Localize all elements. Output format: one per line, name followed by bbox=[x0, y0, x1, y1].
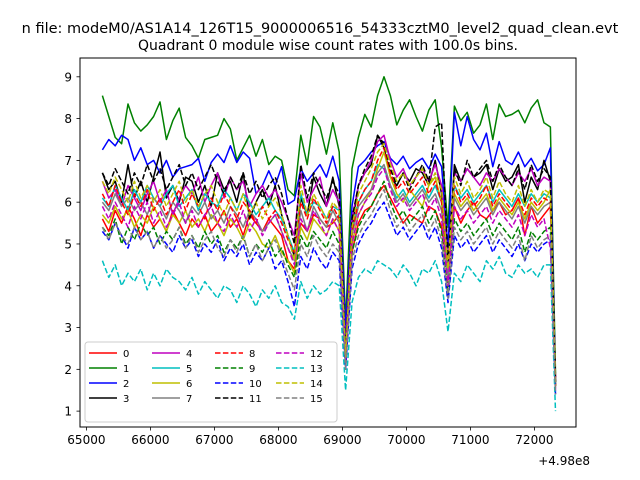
x-tick-label: 65000 bbox=[67, 433, 105, 447]
series-line-10 bbox=[101, 201, 557, 395]
x-offset-text: +4.98e8 bbox=[538, 454, 590, 468]
x-tick-label: 72000 bbox=[515, 433, 553, 447]
legend-label-2: 2 bbox=[123, 379, 129, 390]
y-tick-label: 3 bbox=[64, 321, 72, 335]
legend-label-3: 3 bbox=[123, 394, 129, 405]
y-tick-label: 5 bbox=[64, 237, 72, 251]
series-line-12 bbox=[101, 167, 557, 391]
y-tick-label: 1 bbox=[64, 405, 72, 419]
x-tick-label: 70000 bbox=[387, 433, 425, 447]
legend-label-12: 12 bbox=[310, 349, 323, 360]
legend-label-15: 15 bbox=[310, 394, 323, 405]
x-tick-label: 68000 bbox=[259, 433, 297, 447]
y-tick-label: 9 bbox=[64, 70, 72, 84]
series-line-8 bbox=[101, 147, 557, 387]
series-line-2 bbox=[101, 111, 557, 387]
series-line-7 bbox=[101, 163, 557, 387]
chart-title: Quadrant 0 module wise count rates with … bbox=[138, 38, 518, 54]
series-group bbox=[101, 76, 557, 412]
x-tick-label: 67000 bbox=[195, 433, 233, 447]
series-line-15 bbox=[101, 188, 557, 395]
y-tick-label: 8 bbox=[64, 112, 72, 126]
legend-label-9: 9 bbox=[249, 364, 255, 375]
legend-box bbox=[84, 341, 338, 423]
y-tick-label: 6 bbox=[64, 196, 72, 210]
series-line-1 bbox=[101, 76, 557, 374]
series-line-14 bbox=[101, 142, 557, 387]
legend-label-7: 7 bbox=[186, 394, 192, 405]
x-tick-label: 69000 bbox=[323, 433, 361, 447]
axes-frame bbox=[79, 57, 577, 428]
series-line-11 bbox=[101, 122, 557, 382]
legend-label-11: 11 bbox=[249, 394, 262, 405]
legend-label-0: 0 bbox=[123, 349, 129, 360]
legend-label-14: 14 bbox=[310, 379, 323, 390]
legend-label-13: 13 bbox=[310, 364, 323, 375]
legend-label-5: 5 bbox=[186, 364, 192, 375]
y-tick-label: 2 bbox=[64, 363, 72, 377]
y-tick-label: 7 bbox=[64, 154, 72, 168]
legend-label-6: 6 bbox=[186, 379, 192, 390]
legend-label-8: 8 bbox=[249, 349, 255, 360]
axes-ticks: 65000 66000 67000 68000 69000 70000 71000 72000… bbox=[64, 70, 553, 447]
x-tick-label: 71000 bbox=[451, 433, 489, 447]
legend-label-4: 4 bbox=[186, 349, 192, 360]
x-tick-label: 66000 bbox=[131, 433, 169, 447]
legend-label-10: 10 bbox=[249, 379, 262, 390]
y-tick-label: 4 bbox=[64, 279, 72, 293]
suptitle: n file: modeM0/AS1A14_126T15_9000006516_… bbox=[22, 21, 619, 37]
series-line-13 bbox=[101, 255, 557, 412]
legend-label-1: 1 bbox=[123, 364, 129, 375]
